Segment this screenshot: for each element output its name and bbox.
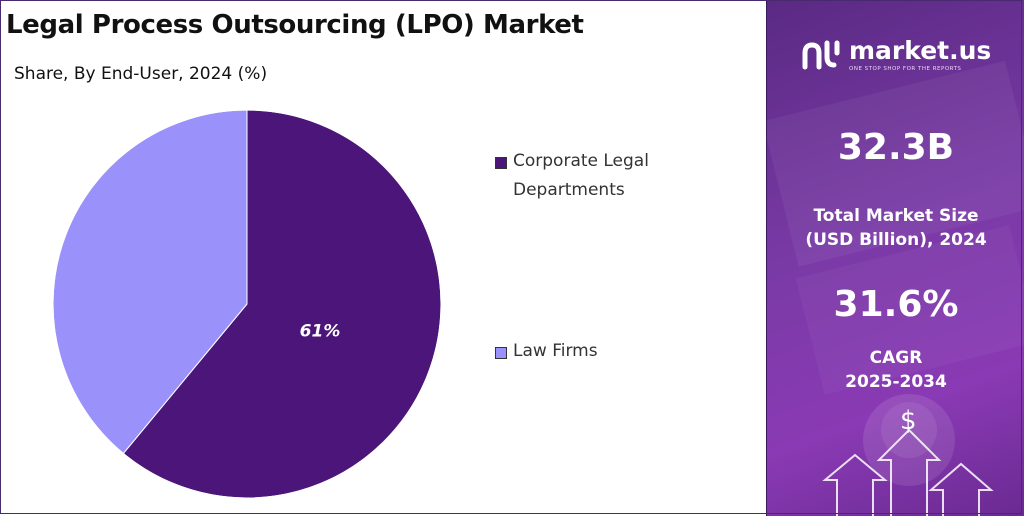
background-decoration xyxy=(767,60,1024,516)
chart-panel: Legal Process Outsourcing (LPO) Market S… xyxy=(6,10,673,499)
market-us-logo-icon xyxy=(802,40,840,70)
market-size-label-line1: Total Market Size xyxy=(813,206,979,226)
chart-subtitle: Share, By End-User, 2024 (%) xyxy=(14,64,268,84)
legend-swatch-corporate xyxy=(495,157,507,169)
coin-circle-icon xyxy=(863,394,955,486)
market-size-label: Total Market Size (USD Billion), 2024 xyxy=(767,204,1024,252)
summary-sidebar: market.us ONE STOP SHOP FOR THE REPORTS … xyxy=(766,0,1024,516)
arrows-up-icon xyxy=(822,428,994,516)
cagr-label-line1: CAGR xyxy=(869,348,923,368)
chart-title: Legal Process Outsourcing (LPO) Market xyxy=(6,10,584,40)
legend-swatch-law-firms xyxy=(495,347,507,359)
dollar-icon: $ xyxy=(900,406,917,436)
legend-label-line1: Corporate Legal xyxy=(513,151,649,171)
pie-chart: 61% xyxy=(52,109,442,499)
cagr-label-line2: 2025-2034 xyxy=(845,372,947,392)
legend-label-law-firms: Law Firms xyxy=(513,341,598,361)
legend-item-law-firms[interactable]: Law Firms xyxy=(495,341,673,366)
pie-data-label-0: 61% xyxy=(300,321,341,341)
legend-item-corporate-legal-departments[interactable]: Corporate Legal Departments xyxy=(495,151,673,205)
pie-outline xyxy=(52,109,442,499)
cagr-value: 31.6% xyxy=(833,284,959,325)
brand-name: market.us xyxy=(849,36,992,65)
cagr-label: CAGR 2025-2034 xyxy=(767,346,1024,394)
market-size-value: 32.3B xyxy=(837,127,955,168)
brand-tagline: ONE STOP SHOP FOR THE REPORTS xyxy=(849,66,962,72)
legend-label-corporate: Corporate Legal Departments xyxy=(513,147,673,205)
market-size-label-line2: (USD Billion), 2024 xyxy=(805,230,987,250)
legend-label-line2: Departments xyxy=(513,180,625,200)
brand-logo: market.us ONE STOP SHOP FOR THE REPORTS xyxy=(801,38,991,72)
